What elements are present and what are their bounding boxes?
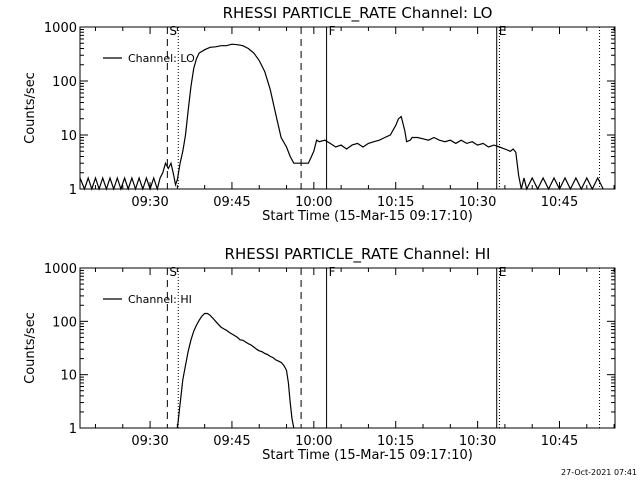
event-marker-label: F — [329, 265, 336, 279]
x-tick-label: 09:30 — [131, 195, 168, 210]
y-tick-label: 1000 — [44, 262, 77, 277]
event-marker-label: S — [169, 24, 177, 38]
plot-frame — [79, 26, 616, 190]
legend-label: Channel: HI — [128, 293, 192, 306]
event-marker-label: E — [499, 24, 507, 38]
y-tick-label: 100 — [52, 315, 77, 330]
y-axis-label: Counts/sec — [23, 72, 38, 144]
event-marker-label: S — [169, 265, 177, 279]
event-marker-label: E — [499, 265, 507, 279]
plot-frame — [79, 267, 616, 429]
x-axis-label: Start Time (15-Mar-15 09:17:10) — [262, 448, 473, 463]
x-tick-label: 10:45 — [541, 195, 578, 210]
y-tick-label: 1 — [69, 183, 77, 198]
y-tick-label: 10 — [60, 369, 77, 384]
x-tick-label: 10:00 — [295, 195, 332, 210]
series-line-hi — [176, 312, 295, 429]
chart-title: RHESSI PARTICLE_RATE Channel: LO — [223, 4, 493, 23]
x-tick-label: 10:15 — [377, 434, 414, 449]
timestamp-stamp: 27-Oct-2021 07:41 — [561, 468, 637, 477]
chart-panel-lo: RHESSI PARTICLE_RATE Channel: LO 09:30 09:… — [23, 4, 616, 224]
legend-label: Channel: LO — [128, 52, 195, 65]
x-tick-label: 09:45 — [213, 195, 250, 210]
x-tick-label: 10:00 — [295, 434, 332, 449]
x-tick-label: 09:30 — [131, 434, 168, 449]
y-tick-label: 100 — [52, 75, 77, 90]
x-tick-label: 10:30 — [459, 434, 496, 449]
x-tick-label: 10:15 — [377, 195, 414, 210]
y-tick-label: 10 — [60, 129, 77, 144]
event-marker-label: F — [329, 24, 336, 38]
chart-panel-hi: RHESSI PARTICLE_RATE Channel: HI 09:30 09:… — [23, 245, 616, 463]
series-line-lo — [79, 43, 604, 192]
y-tick-label: 1000 — [44, 21, 77, 36]
x-tick-label: 10:45 — [541, 434, 578, 449]
chart-title: RHESSI PARTICLE_RATE Channel: HI — [225, 245, 491, 264]
x-tick-label: 09:45 — [213, 434, 250, 449]
y-axis-label: Counts/sec — [23, 312, 38, 384]
x-axis-label: Start Time (15-Mar-15 09:17:10) — [262, 209, 473, 224]
y-tick-label: 1 — [69, 422, 77, 437]
x-tick-label: 10:30 — [459, 195, 496, 210]
